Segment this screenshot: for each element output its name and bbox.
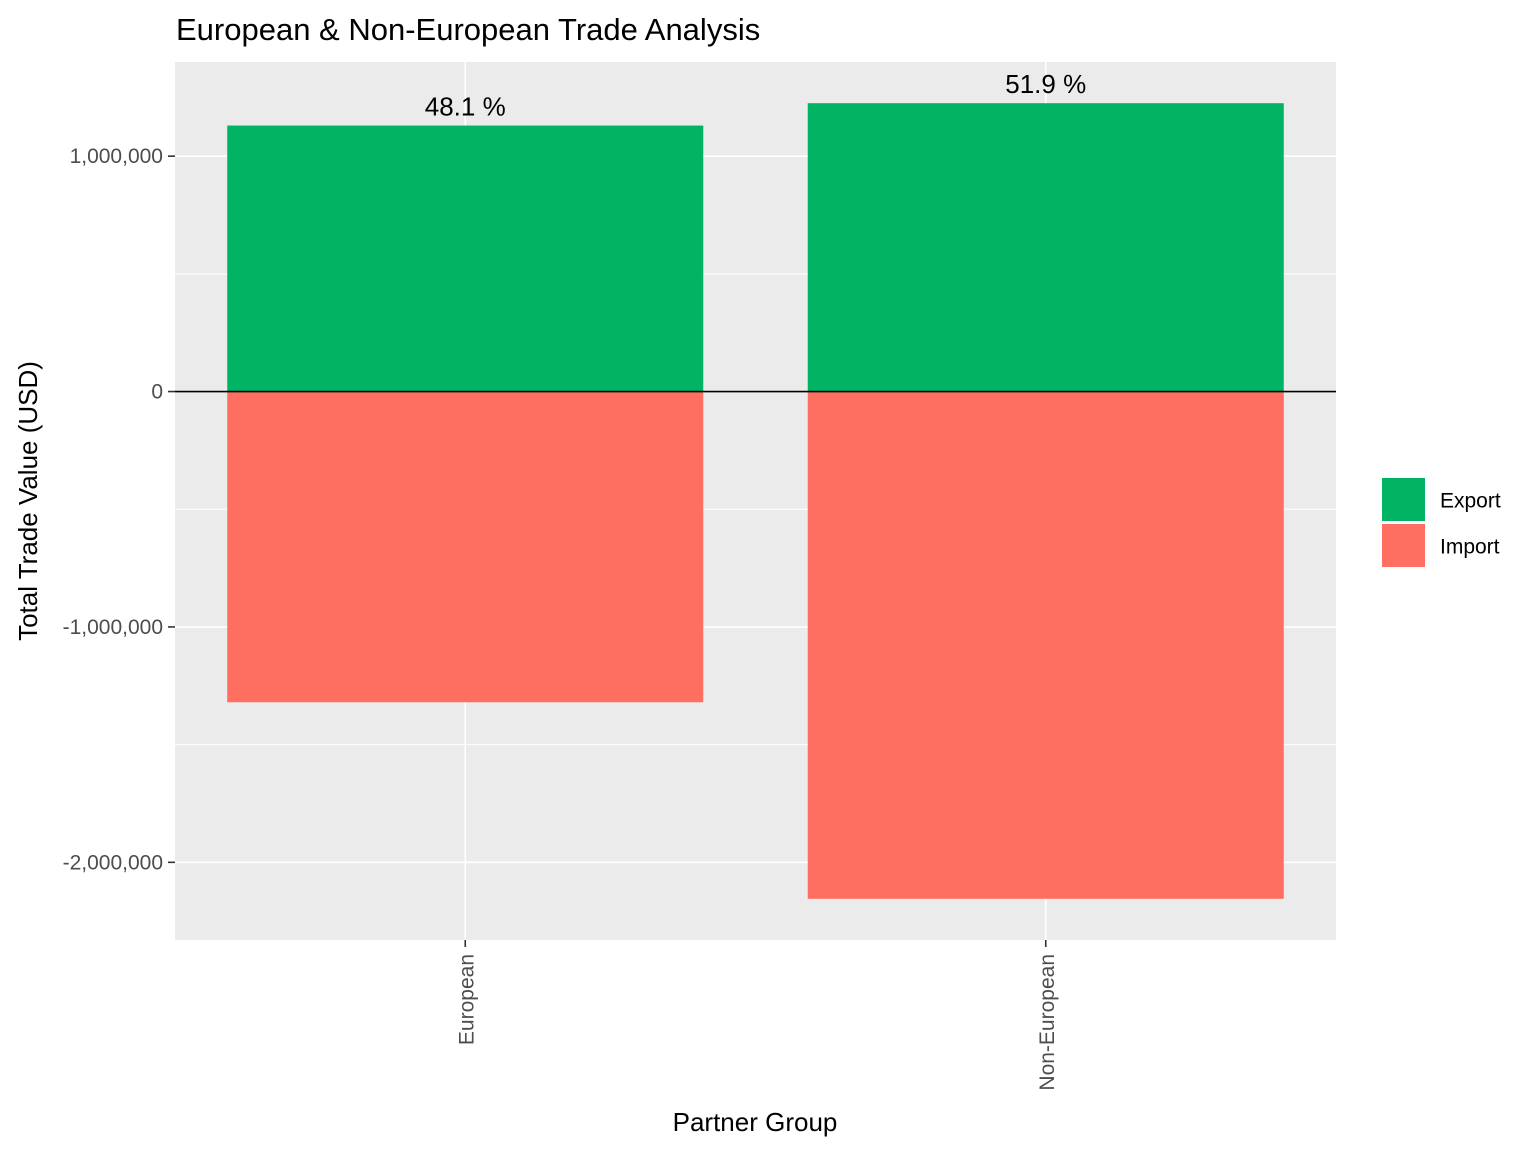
- legend-key-export: [1382, 478, 1425, 521]
- y-axis-title: Total Trade Value (USD): [13, 361, 43, 641]
- y-tick-label: -2,000,000: [63, 851, 163, 874]
- legend-label: Import: [1440, 536, 1500, 559]
- bar-label: 48.1 %: [425, 92, 506, 122]
- bar-export-non-european: [807, 103, 1284, 392]
- bars: [227, 103, 1284, 899]
- chart-title: European & Non-European Trade Analysis: [176, 12, 760, 47]
- x-axis-title: Partner Group: [673, 1107, 838, 1137]
- y-tick-label: 1,000,000: [70, 145, 163, 168]
- bar-label: 51.9 %: [1005, 69, 1086, 99]
- x-axis: European Non-European: [455, 940, 1059, 1091]
- y-axis: -2,000,000 -1,000,000 0 1,000,000: [63, 145, 175, 874]
- bar-labels: 48.1 % 51.9 %: [425, 69, 1086, 121]
- y-tick-label: 0: [151, 381, 163, 404]
- x-tick-label: Non-European: [1036, 954, 1059, 1091]
- y-tick-label: -1,000,000: [63, 616, 163, 639]
- bar-export-european: [227, 125, 704, 392]
- bar-import-non-european: [807, 391, 1284, 899]
- legend-key-import: [1382, 524, 1425, 567]
- bar-import-european: [227, 391, 704, 703]
- legend: Export Import: [1382, 478, 1501, 567]
- x-tick-label: European: [455, 954, 478, 1045]
- legend-label: Export: [1440, 490, 1501, 513]
